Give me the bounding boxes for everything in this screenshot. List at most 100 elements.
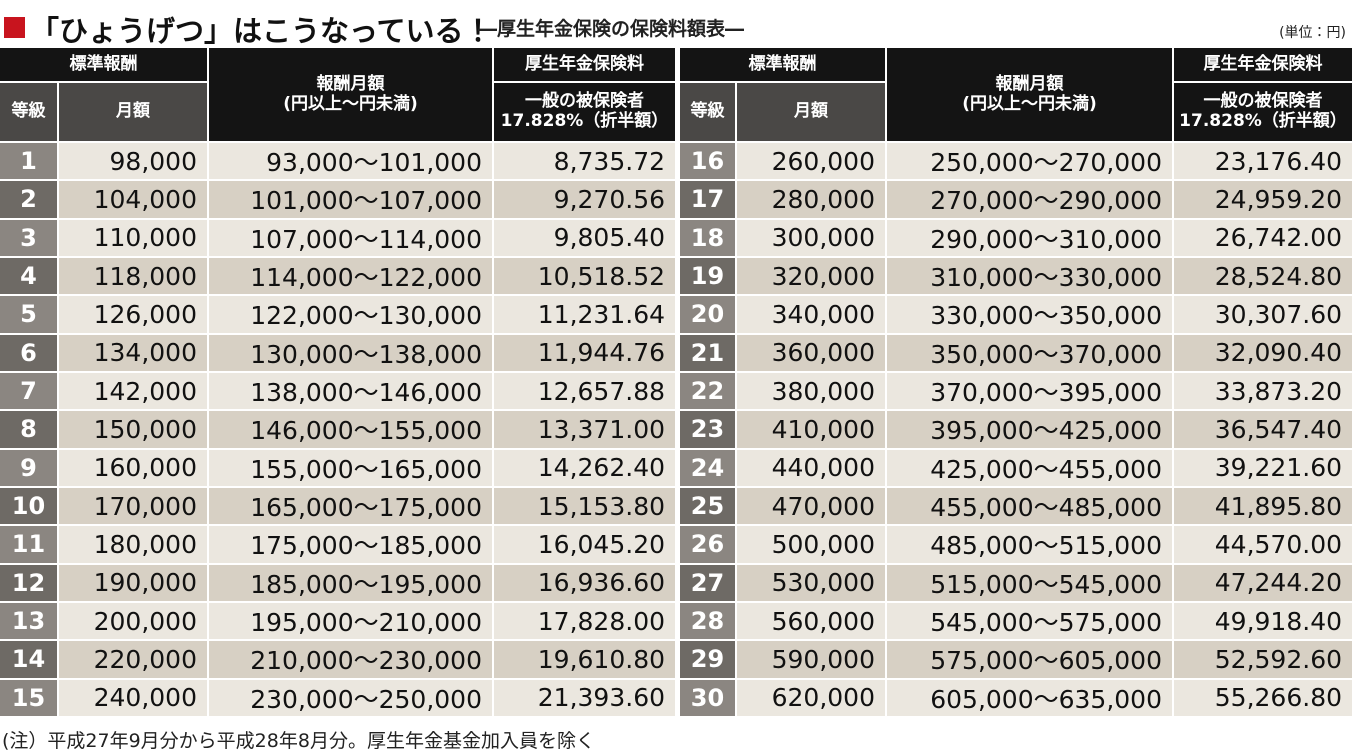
header-premium-sub: 一般の被保険者 17.828%（折半額） [1174,83,1352,141]
range-cell: 107,000～114,000 [209,219,492,256]
monthly-cell: 170,000 [59,488,207,525]
header-premium-sub2: 17.828%（折半額） [1179,111,1347,131]
header-range-title: 報酬月額 [316,73,385,94]
premium-cell: 36,547.40 [1174,411,1352,448]
range-cell: 114,000～122,000 [209,258,492,295]
range-cell: 195,000～210,000 [209,603,492,640]
header-grade: 等級 [680,83,735,141]
premium-cell: 26,742.00 [1174,219,1352,256]
range-cell: 425,000～455,000 [887,449,1172,486]
premium-cell: 21,393.60 [494,679,675,716]
grade-cell: 30 [680,679,735,716]
range-cell: 210,000～230,000 [209,641,492,678]
header-premium-sub1: 一般の被保険者 [1203,91,1323,112]
monthly-cell: 590,000 [737,641,885,678]
grade-cell: 11 [0,526,57,563]
monthly-cell: 200,000 [59,603,207,640]
monthly-cell: 280,000 [737,181,885,218]
range-cell: 455,000～485,000 [887,488,1172,525]
grade-cell: 16 [680,143,735,180]
range-cell: 101,000～107,000 [209,181,492,218]
premium-cell: 23,176.40 [1174,143,1352,180]
monthly-cell: 530,000 [737,564,885,601]
premium-cell: 44,570.00 [1174,526,1352,563]
premium-cell: 16,936.60 [494,564,675,601]
monthly-cell: 104,000 [59,181,207,218]
range-cell: 310,000～330,000 [887,258,1172,295]
premium-cell: 10,518.52 [494,258,675,295]
monthly-cell: 220,000 [59,641,207,678]
header-premium-sub: 一般の被保険者 17.828%（折半額） [494,83,675,141]
header-monthly: 月額 [737,83,885,141]
range-cell: 370,000～395,000 [887,373,1172,410]
premium-cell: 41,895.80 [1174,488,1352,525]
monthly-cell: 300,000 [737,219,885,256]
premium-cell: 19,610.80 [494,641,675,678]
premium-cell: 52,592.60 [1174,641,1352,678]
monthly-cell: 110,000 [59,219,207,256]
range-cell: 130,000～138,000 [209,334,492,371]
grade-cell: 18 [680,219,735,256]
premium-cell: 24,959.20 [1174,181,1352,218]
grade-cell: 3 [0,219,57,256]
premium-cell: 17,828.00 [494,603,675,640]
header-monthly: 月額 [59,83,207,141]
header-premium: 厚生年金保険料 [1174,48,1352,81]
monthly-cell: 620,000 [737,679,885,716]
title-marker [4,17,25,38]
grade-cell: 25 [680,488,735,525]
range-cell: 545,000～575,000 [887,603,1172,640]
range-cell: 93,000～101,000 [209,143,492,180]
premium-cell: 9,270.56 [494,181,675,218]
monthly-cell: 190,000 [59,564,207,601]
range-cell: 230,000～250,000 [209,679,492,716]
grade-cell: 6 [0,334,57,371]
monthly-cell: 360,000 [737,334,885,371]
monthly-cell: 560,000 [737,603,885,640]
header-range: 報酬月額 (円以上～円未満) [209,48,492,141]
grade-cell: 14 [0,641,57,678]
grade-cell: 29 [680,641,735,678]
premium-cell: 11,944.76 [494,334,675,371]
header-premium-sub1: 一般の被保険者 [525,91,644,112]
range-cell: 138,000～146,000 [209,373,492,410]
monthly-cell: 320,000 [737,258,885,295]
monthly-cell: 470,000 [737,488,885,525]
header-premium: 厚生年金保険料 [494,48,675,81]
premium-cell: 15,153.80 [494,488,675,525]
premium-cell: 12,657.88 [494,373,675,410]
range-cell: 250,000～270,000 [887,143,1172,180]
grade-cell: 4 [0,258,57,295]
grade-cell: 15 [0,679,57,716]
range-cell: 350,000～370,000 [887,334,1172,371]
grade-cell: 10 [0,488,57,525]
header-premium-sub2: 17.828%（折半額） [500,111,669,131]
monthly-cell: 340,000 [737,296,885,333]
grade-cell: 7 [0,373,57,410]
subtitle: ―厚生年金保険の保険料額表― [478,18,745,40]
premium-cell: 16,045.20 [494,526,675,563]
grade-cell: 26 [680,526,735,563]
grade-cell: 9 [0,449,57,486]
header-range: 報酬月額 (円以上～円未満) [887,48,1172,141]
monthly-cell: 118,000 [59,258,207,295]
premium-cell: 28,524.80 [1174,258,1352,295]
grade-cell: 20 [680,296,735,333]
grade-cell: 24 [680,449,735,486]
range-cell: 122,000～130,000 [209,296,492,333]
grade-cell: 13 [0,603,57,640]
header-range-sub: (円以上～円未満) [283,93,418,114]
unit: (単位：円) [1279,25,1346,41]
range-cell: 575,000～605,000 [887,641,1172,678]
premium-cell: 49,918.40 [1174,603,1352,640]
header-group: 標準報酬 [680,48,885,81]
monthly-cell: 160,000 [59,449,207,486]
premium-cell: 30,307.60 [1174,296,1352,333]
range-cell: 185,000～195,000 [209,564,492,601]
range-cell: 485,000～515,000 [887,526,1172,563]
range-cell: 515,000～545,000 [887,564,1172,601]
range-cell: 330,000～350,000 [887,296,1172,333]
header-range-title: 報酬月額 [995,73,1064,94]
header-group: 標準報酬 [0,48,207,81]
